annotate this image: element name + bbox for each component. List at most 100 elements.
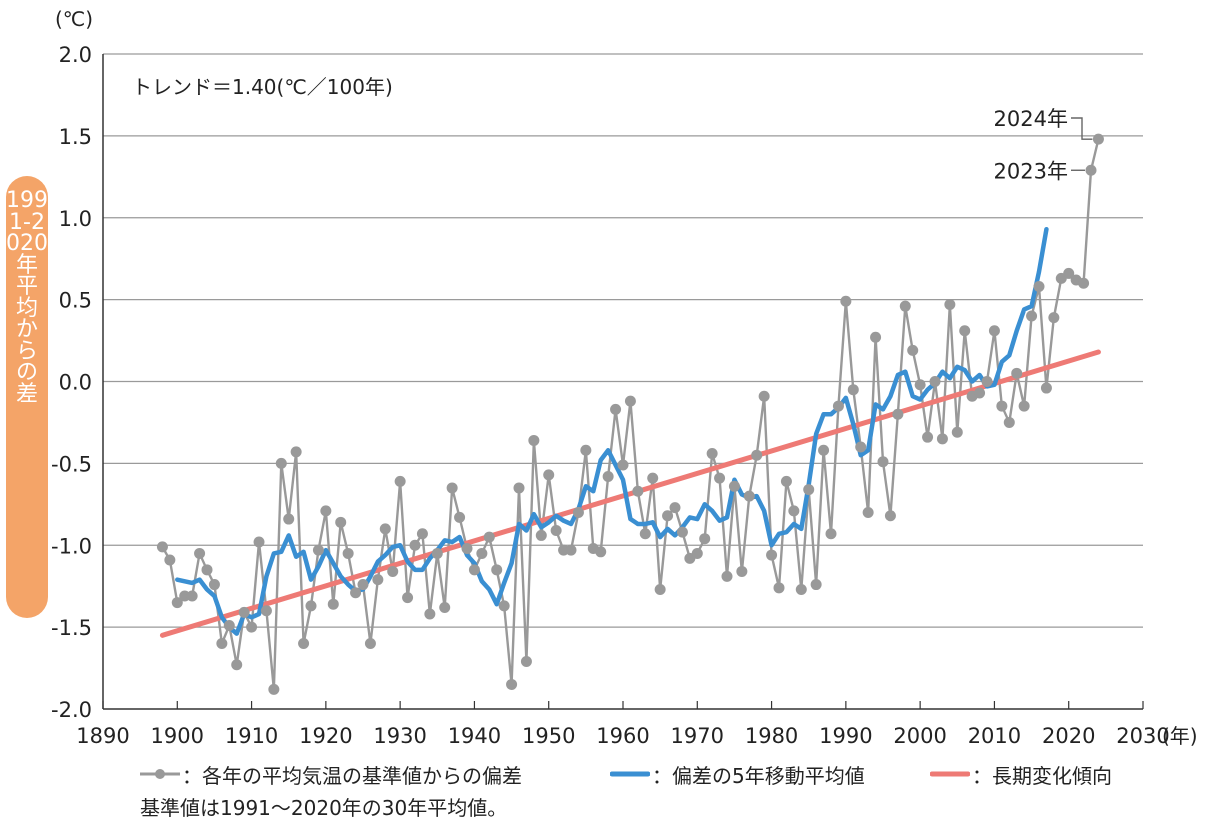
annual-anomaly-point (394, 475, 406, 487)
annual-anomaly-point (743, 490, 755, 502)
annual-anomaly-point (788, 505, 800, 517)
annual-anomaly-point (639, 528, 651, 540)
annual-anomaly-point (706, 448, 718, 460)
annual-anomaly-point (840, 295, 852, 307)
annual-anomaly-point (1048, 312, 1060, 324)
annual-anomaly-point (520, 656, 532, 668)
annual-anomaly-point (1011, 367, 1023, 379)
annual-anomaly-point (572, 507, 584, 518)
x-tick-label: 2000 (893, 724, 946, 748)
x-tick-label: 1900 (151, 724, 204, 748)
annual-anomaly-point (454, 511, 466, 523)
x-tick-label: 2030 (1116, 724, 1169, 748)
annual-anomaly-point (320, 505, 332, 517)
annual-anomaly-point (922, 431, 934, 443)
legend-label-annual: ：各年の平均気温の基準値からの偏差 (182, 763, 522, 788)
x-tick-label: 1910 (225, 724, 278, 748)
annotation-label: 2024年 (994, 107, 1068, 131)
y-tick-label: -2.0 (51, 698, 92, 722)
legend-label-trend: ：長期変化傾向 (972, 763, 1112, 788)
annual-anomaly-point (818, 444, 830, 456)
annual-anomaly-point (1026, 310, 1038, 322)
annual-anomaly-point (194, 547, 206, 559)
y-tick-label: -0.5 (51, 452, 92, 476)
annual-anomaly-point (372, 574, 384, 586)
y-tick-label: -1.0 (51, 534, 92, 558)
annual-anomaly-point (283, 513, 295, 525)
annual-anomaly-point (483, 531, 495, 543)
annual-anomaly-point (795, 583, 807, 595)
annual-anomaly-point (327, 598, 339, 610)
annual-anomaly-point (550, 525, 562, 537)
annual-anomaly-point (364, 638, 376, 649)
annual-anomaly-point (780, 475, 792, 487)
annual-anomaly-point (424, 608, 436, 620)
legend-swatch-moving-average (609, 764, 651, 784)
annual-anomaly-point (216, 638, 228, 649)
annual-anomaly-point (491, 564, 503, 576)
annual-anomaly-point (253, 536, 265, 548)
annual-anomaly-point (714, 472, 726, 484)
annual-anomaly-point (431, 547, 443, 559)
y-tick-label: 0.5 (59, 289, 92, 313)
annual-anomaly-point (439, 601, 451, 613)
annual-anomaly-point (1003, 416, 1015, 428)
annual-anomaly-point (201, 564, 213, 576)
annual-anomaly-point (676, 526, 688, 538)
annual-anomaly-point (602, 470, 614, 482)
x-tick-label: 1940 (448, 724, 501, 748)
annual-anomaly-point (357, 579, 369, 591)
y-tick-label: 2.0 (59, 43, 92, 67)
annual-anomaly-point (877, 456, 889, 468)
annual-anomaly-point (610, 403, 622, 415)
y-tick-label: -1.5 (51, 616, 92, 640)
annual-anomaly-point (855, 441, 867, 453)
annual-anomaly-point (624, 395, 636, 407)
annual-anomaly-point (892, 408, 904, 420)
annual-anomaly-point (803, 484, 815, 496)
y-axis-label-box (6, 176, 48, 618)
annual-anomaly-point (335, 516, 347, 528)
annual-anomaly-point (728, 480, 740, 492)
annual-anomaly-point (766, 549, 778, 561)
y-tick-label: 0.0 (59, 371, 92, 395)
annual-anomaly-point (260, 605, 272, 617)
x-tick-label: 1960 (596, 724, 649, 748)
annual-anomaly-point (305, 600, 317, 612)
annual-anomaly-point (832, 400, 844, 412)
annual-anomaly-point (654, 583, 666, 595)
annual-anomaly-point (1033, 281, 1045, 293)
annual-anomaly-point (476, 547, 488, 559)
x-tick-labels: 1890 1900 1910 1920 1930 1940 1950 1960 1970 1980… (76, 724, 1169, 748)
annual-anomaly-point (246, 621, 258, 633)
legend-swatch-trend (929, 764, 971, 784)
annual-anomaly-point (884, 510, 896, 522)
annual-anomaly-point (238, 606, 250, 618)
annual-anomaly-point (899, 300, 911, 312)
annual-anomaly-point (468, 564, 480, 576)
annotation-layer: 2024年 2023年 (994, 107, 1093, 183)
annual-anomaly-point (186, 590, 198, 602)
annual-anomaly-point (773, 582, 785, 594)
annual-anomaly-point (461, 543, 473, 555)
annual-anomaly-point (862, 507, 874, 518)
annual-anomaly-line (161, 138, 1100, 691)
axes (102, 54, 1144, 710)
y-unit-label: (℃) (55, 7, 93, 31)
annual-anomaly-point (416, 528, 428, 540)
x-tick-label: 1950 (522, 724, 575, 748)
annual-anomaly-point (342, 547, 354, 559)
trend-line (159, 349, 1101, 638)
annual-anomaly-point (580, 444, 592, 456)
annual-anomaly-point (565, 544, 577, 556)
annual-anomaly-point (379, 523, 391, 535)
annual-anomaly-point (959, 325, 971, 337)
legend-item-trend: ：長期変化傾向 (929, 762, 1112, 788)
annual-anomaly-point (595, 546, 607, 558)
x-tick-label: 2020 (1042, 724, 1095, 748)
annual-anomaly-point (409, 539, 421, 551)
annual-anomaly-point (164, 554, 176, 566)
annual-anomaly-point (513, 482, 525, 494)
annual-anomaly-point (1078, 277, 1090, 289)
y-tick-labels: 2.0 1.5 1.0 0.5 0.0 -0.5 -1.0 -1.5 -2.0 (51, 43, 92, 722)
